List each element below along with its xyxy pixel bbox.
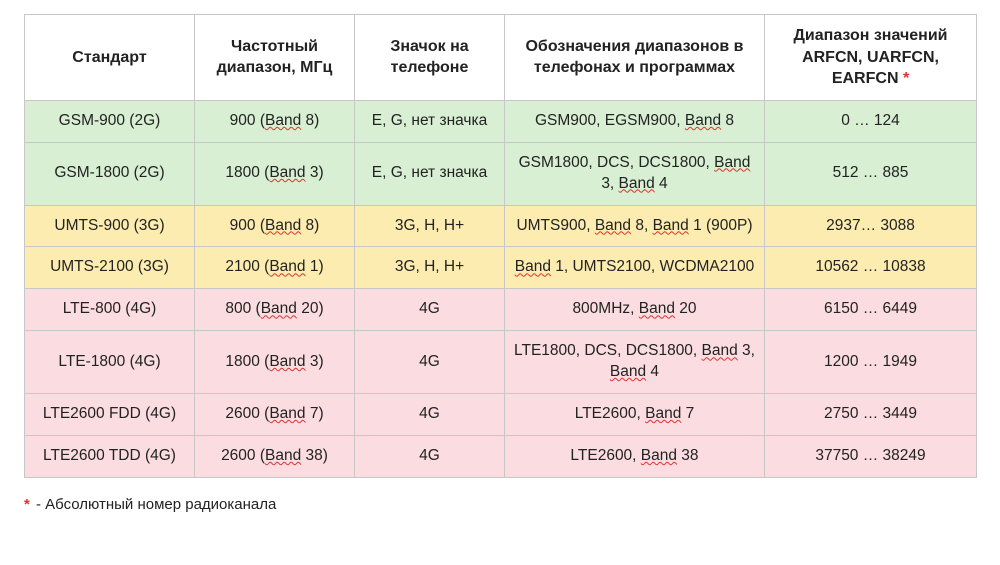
table-row: UMTS-900 (3G)900 (Band 8)3G, H, H+UMTS90… (25, 205, 977, 247)
cell: Band 1, UMTS2100, WCDMA2100 (505, 247, 765, 289)
band-text: Band (265, 447, 301, 464)
cell: 2750 … 3449 (765, 394, 977, 436)
band-text: Band (265, 112, 301, 129)
band-text: Band (269, 405, 305, 422)
cell: 3G, H, H+ (355, 247, 505, 289)
band-text: Band (619, 175, 655, 192)
band-text: Band (595, 217, 631, 234)
cell: LTE2600 FDD (4G) (25, 394, 195, 436)
cell: 10562 … 10838 (765, 247, 977, 289)
cell: 4G (355, 436, 505, 478)
band-text: Band (645, 405, 681, 422)
band-text: Band (610, 363, 646, 380)
cell: 2100 (Band 1) (195, 247, 355, 289)
asterisk-icon: * (899, 70, 910, 87)
band-text: Band (653, 217, 689, 234)
table-head: СтандартЧастотный диапазон, МГцЗначок на… (25, 15, 977, 101)
footnote-asterisk: * (24, 496, 30, 513)
band-text: Band (261, 300, 297, 317)
band-text: Band (269, 353, 305, 370)
cell: 2600 (Band 38) (195, 436, 355, 478)
band-text: Band (702, 342, 738, 359)
cell: 2600 (Band 7) (195, 394, 355, 436)
header-row: СтандартЧастотный диапазон, МГцЗначок на… (25, 15, 977, 101)
band-text: Band (265, 217, 301, 234)
cell: UMTS-2100 (3G) (25, 247, 195, 289)
table-row: GSM-900 (2G)900 (Band 8)E, G, нет значка… (25, 100, 977, 142)
footnote: * - Абсолютный номер радиоканала (24, 496, 976, 513)
cell: LTE1800, DCS, DCS1800, Band 3, Band 4 (505, 331, 765, 394)
cell: UMTS900, Band 8, Band 1 (900P) (505, 205, 765, 247)
table-row: GSM-1800 (2G)1800 (Band 3)E, G, нет знач… (25, 142, 977, 205)
cell: LTE-800 (4G) (25, 289, 195, 331)
cell: 1800 (Band 3) (195, 331, 355, 394)
cell: 900 (Band 8) (195, 205, 355, 247)
cell: GSM1800, DCS, DCS1800, Band 3, Band 4 (505, 142, 765, 205)
band-text: Band (269, 164, 305, 181)
cell: 800MHz, Band 20 (505, 289, 765, 331)
band-text: Band (639, 300, 675, 317)
footnote-text: - Абсолютный номер радиоканала (36, 496, 276, 513)
cell: 0 … 124 (765, 100, 977, 142)
cell: 2937… 3088 (765, 205, 977, 247)
cell: LTE2600 TDD (4G) (25, 436, 195, 478)
table-body: GSM-900 (2G)900 (Band 8)E, G, нет значка… (25, 100, 977, 477)
cell: LTE-1800 (4G) (25, 331, 195, 394)
cell: GSM900, EGSM900, Band 8 (505, 100, 765, 142)
cell: UMTS-900 (3G) (25, 205, 195, 247)
column-header: Частотный диапазон, МГц (195, 15, 355, 101)
band-text: Band (685, 112, 721, 129)
column-header: Стандарт (25, 15, 195, 101)
column-header: Значок на телефоне (355, 15, 505, 101)
page-root: СтандартЧастотный диапазон, МГцЗначок на… (0, 0, 1000, 537)
column-header: Диапазон значений ARFCN, UARFCN, EARFCN … (765, 15, 977, 101)
cell: LTE2600, Band 7 (505, 394, 765, 436)
table-row: UMTS-2100 (3G)2100 (Band 1)3G, H, H+Band… (25, 247, 977, 289)
cell: 4G (355, 289, 505, 331)
cell: E, G, нет значка (355, 100, 505, 142)
cell: GSM-900 (2G) (25, 100, 195, 142)
cell: 1800 (Band 3) (195, 142, 355, 205)
band-text: Band (641, 447, 677, 464)
band-text: Band (714, 154, 750, 171)
cell: E, G, нет значка (355, 142, 505, 205)
cell: 900 (Band 8) (195, 100, 355, 142)
cell: 512 … 885 (765, 142, 977, 205)
cell: 800 (Band 20) (195, 289, 355, 331)
cell: 37750 … 38249 (765, 436, 977, 478)
cell: 4G (355, 394, 505, 436)
cell: 1200 … 1949 (765, 331, 977, 394)
freq-table: СтандартЧастотный диапазон, МГцЗначок на… (24, 14, 977, 478)
table-row: LTE2600 TDD (4G)2600 (Band 38)4GLTE2600,… (25, 436, 977, 478)
cell: 4G (355, 331, 505, 394)
column-header: Обозначения диапазонов в телефонах и про… (505, 15, 765, 101)
table-row: LTE2600 FDD (4G)2600 (Band 7)4GLTE2600, … (25, 394, 977, 436)
band-text: Band (269, 258, 305, 275)
table-row: LTE-1800 (4G)1800 (Band 3)4GLTE1800, DCS… (25, 331, 977, 394)
cell: 3G, H, H+ (355, 205, 505, 247)
cell: 6150 … 6449 (765, 289, 977, 331)
table-row: LTE-800 (4G)800 (Band 20)4G800MHz, Band … (25, 289, 977, 331)
cell: LTE2600, Band 38 (505, 436, 765, 478)
band-text: Band (515, 258, 551, 275)
cell: GSM-1800 (2G) (25, 142, 195, 205)
